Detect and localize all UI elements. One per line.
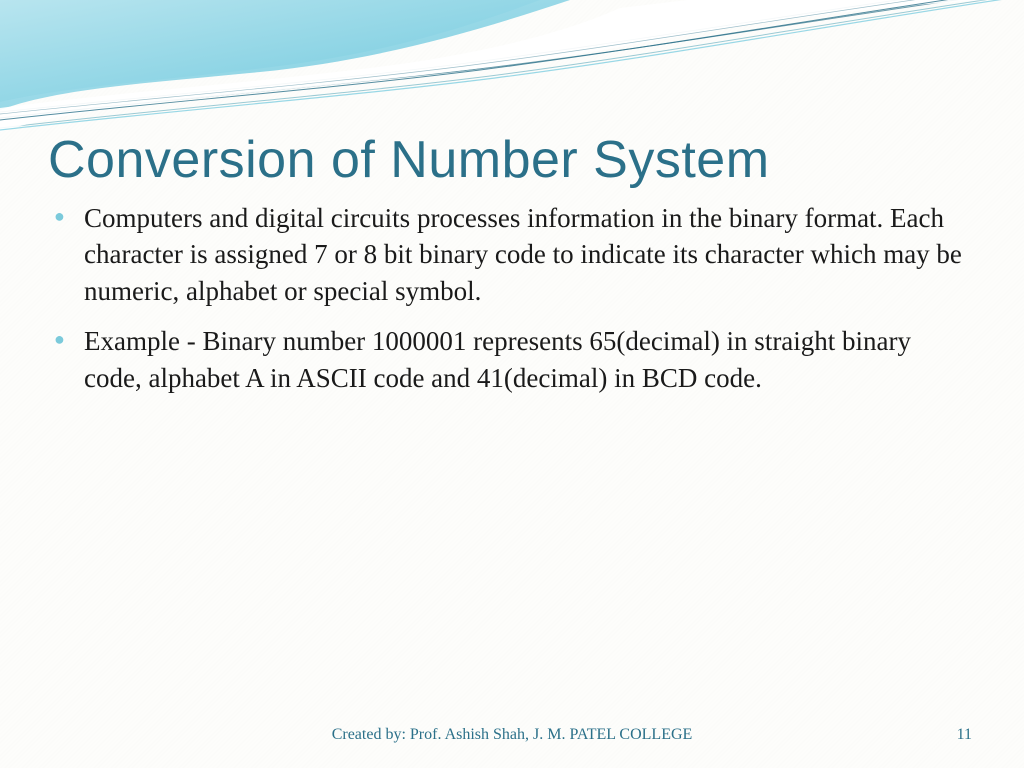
slide-content: Conversion of Number System Computers an… [48,130,976,410]
slide-title: Conversion of Number System [48,130,976,190]
footer-credit: Created by: Prof. Ashish Shah, J. M. PAT… [0,726,1024,744]
bullet-item: Computers and digital circuits processes… [84,200,976,309]
bullet-list: Computers and digital circuits processes… [48,200,976,396]
page-number: 11 [957,726,972,744]
bullet-item: Example - Binary number 1000001 represen… [84,323,976,396]
